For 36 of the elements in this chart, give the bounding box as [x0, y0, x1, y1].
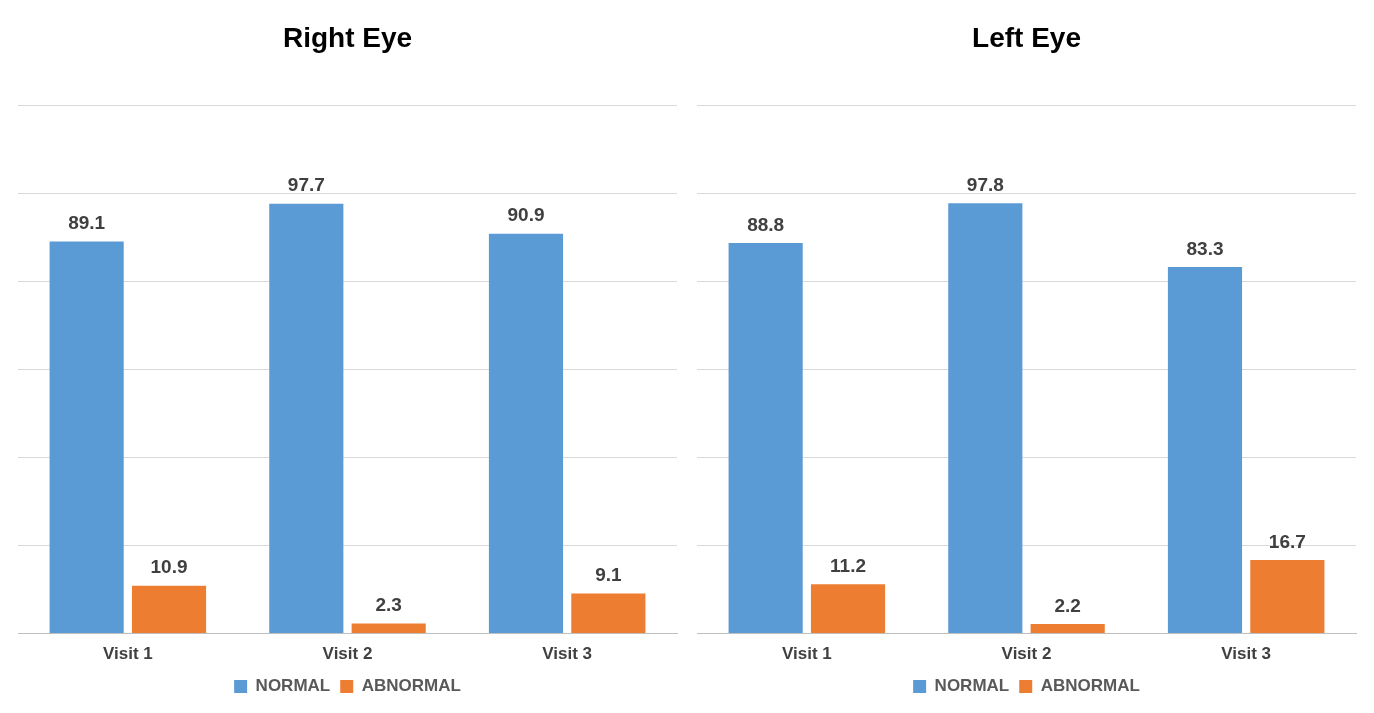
data-label: 89.1	[68, 212, 106, 234]
x-tick-label: Visit 3	[1221, 644, 1272, 664]
data-label: 9.1	[595, 564, 622, 586]
bar	[810, 584, 886, 634]
x-tick-label: Visit 2	[1001, 644, 1052, 664]
bar	[351, 623, 426, 634]
data-label: 2.2	[1054, 594, 1081, 616]
legend-label: ABNORMAL	[1040, 676, 1140, 696]
data-label: 2.3	[375, 594, 402, 616]
data-label: 11.2	[830, 555, 866, 577]
bar	[488, 233, 564, 634]
legend-label: ABNORMAL	[361, 676, 461, 696]
x-tick-label: Visit 2	[322, 644, 373, 664]
legend-label: NORMAL	[934, 676, 1010, 696]
bar	[1030, 623, 1105, 634]
data-label: 97.8	[966, 174, 1004, 196]
x-tick-label: Visit 1	[102, 644, 153, 664]
bar	[49, 241, 124, 634]
x-tick-label: Visit 3	[542, 644, 593, 664]
legend-label: NORMAL	[255, 676, 331, 696]
x-tick-label: Visit 1	[781, 644, 832, 664]
bar	[1250, 560, 1325, 634]
bar	[269, 203, 344, 634]
bar	[571, 593, 646, 634]
chart-title: Left Eye	[972, 21, 1081, 53]
data-label: 16.7	[1268, 530, 1306, 552]
data-label: 97.7	[287, 174, 325, 196]
chart-title: Right Eye	[282, 21, 413, 53]
bar	[948, 203, 1023, 634]
bar	[131, 585, 207, 634]
data-label: 10.9	[150, 556, 188, 578]
data-label: 90.9	[507, 204, 545, 226]
data-label: 88.8	[747, 213, 785, 235]
data-label: 83.3	[1186, 237, 1224, 259]
bar	[728, 242, 803, 634]
bar	[1167, 267, 1243, 634]
